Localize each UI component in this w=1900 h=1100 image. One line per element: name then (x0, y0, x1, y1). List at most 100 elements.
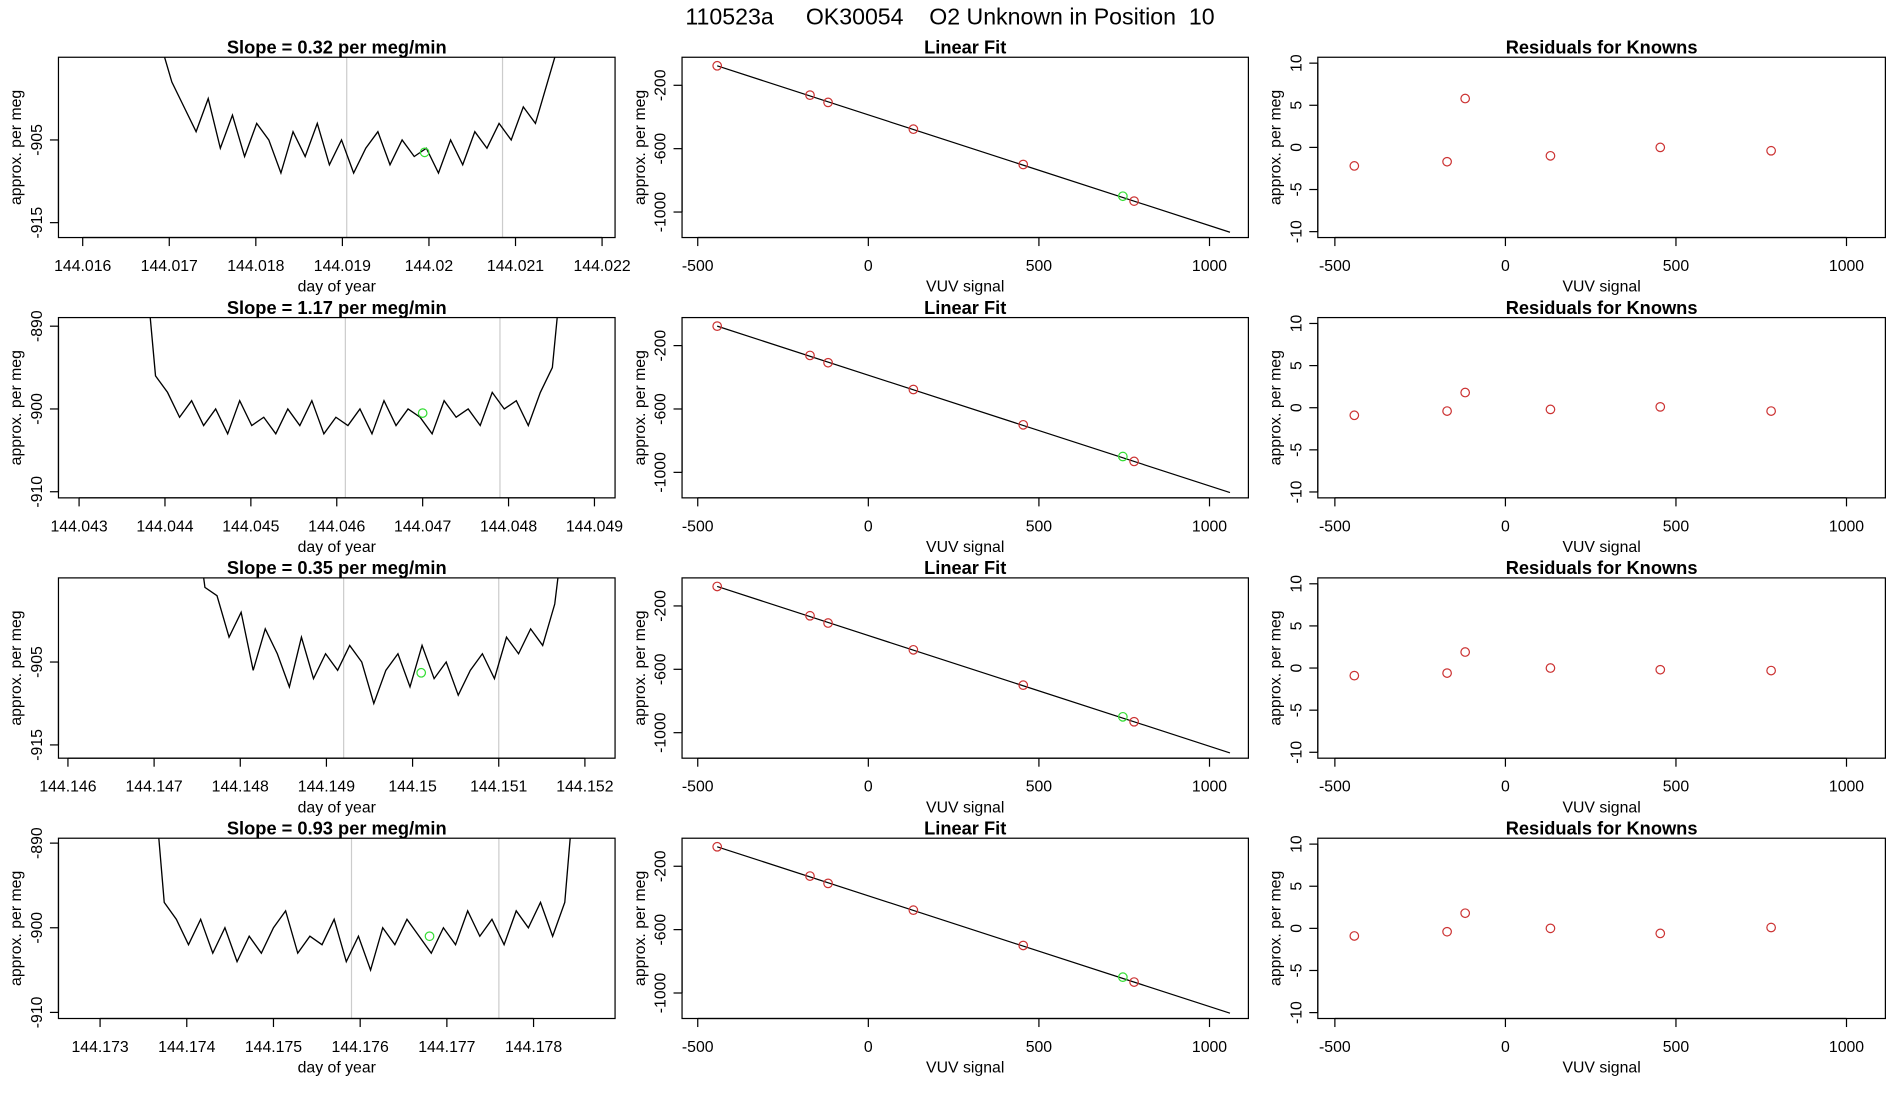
panel: Linear Fit VUV signal approx. per meg -500 0… (632, 557, 1250, 816)
x-tick-label: 144.175 (245, 1039, 302, 1056)
x-tick-label: 500 (1663, 518, 1690, 535)
y-tick-label: -600 (653, 393, 670, 425)
point (712, 321, 723, 332)
y-tick-label: -200 (653, 850, 670, 882)
y-tick-label: -900 (29, 912, 46, 944)
x-tick-label: 1000 (1829, 518, 1864, 535)
plot-box (1317, 316, 1886, 499)
x-tick-label: 1000 (1829, 258, 1864, 275)
point (1018, 680, 1029, 691)
plot-area (1349, 647, 1776, 681)
series-line (202, 577, 559, 706)
y-tick-label: 10 (1288, 575, 1305, 593)
y-axis-label: approx. per meg (1268, 871, 1285, 986)
x-axis-label: day of year (298, 279, 377, 296)
y-axis-label: approx. per meg (1268, 610, 1285, 725)
point (1018, 419, 1029, 430)
point (1545, 663, 1556, 673)
y-tick-label: 0 (1288, 143, 1305, 152)
y-tick-label: 0 (1288, 924, 1305, 933)
x-tick-label: 144.177 (418, 1039, 475, 1056)
plot-box (1317, 837, 1886, 1020)
fit-line (717, 325, 1231, 494)
x-axis-label: VUV signal (926, 1060, 1004, 1077)
point (805, 90, 815, 100)
x-tick-label: -500 (1319, 258, 1351, 275)
y-tick-label: 5 (1288, 621, 1305, 630)
fit-line (717, 846, 1231, 1014)
x-tick-label: 144.15 (388, 779, 437, 796)
series-line (158, 838, 571, 973)
x-tick-label: 500 (1026, 779, 1053, 796)
x-tick-label: 144.176 (332, 1039, 389, 1056)
y-tick-label: -5 (1288, 703, 1305, 717)
point (823, 97, 833, 108)
plot-area (1349, 93, 1776, 171)
x-tick-label: -500 (682, 1039, 714, 1056)
point (1129, 456, 1139, 467)
x-tick-label: 0 (864, 779, 873, 796)
point (712, 841, 723, 852)
point (1460, 908, 1471, 919)
plot-area (202, 577, 559, 759)
x-axis-label: VUV signal (926, 279, 1004, 296)
panel: Slope = 0.93 per meg/min day of year appro… (8, 818, 616, 1077)
y-tick-label: -600 (653, 914, 670, 946)
panel-title: Slope = 0.93 per meg/min (227, 818, 447, 839)
plot-area (712, 841, 1231, 1014)
point (908, 124, 919, 135)
y-axis-label: approx. per meg (632, 871, 649, 986)
y-tick-label: -200 (653, 330, 670, 362)
panel-title: Linear Fit (924, 818, 1006, 839)
x-tick-label: 144.047 (394, 518, 451, 535)
x-axis-label: VUV signal (1562, 799, 1640, 816)
panel: Slope = 0.32 per meg/min day of year appro… (8, 37, 630, 296)
point (1460, 647, 1471, 657)
x-tick-label: 0 (1501, 1039, 1510, 1056)
point (1018, 940, 1029, 951)
y-tick-label: 5 (1288, 361, 1305, 370)
x-tick-label: -500 (1319, 779, 1351, 796)
point (908, 384, 919, 395)
y-tick-label: -910 (29, 996, 46, 1028)
point (823, 618, 833, 628)
plot-box (1317, 577, 1886, 759)
x-tick-label: 500 (1663, 1039, 1690, 1056)
point (1655, 142, 1666, 153)
x-tick-label: 1000 (1192, 1039, 1227, 1056)
panel-title: Residuals for Knowns (1506, 818, 1698, 839)
y-tick-label: 10 (1288, 835, 1305, 853)
series-line (163, 57, 556, 176)
x-axis-label: day of year (298, 799, 377, 816)
x-tick-label: 0 (1501, 518, 1510, 535)
point (1766, 406, 1776, 416)
unknown-point (417, 408, 428, 418)
plot-area (149, 317, 558, 498)
panel-title: Residuals for Knowns (1506, 557, 1698, 578)
plot-area (1349, 908, 1776, 941)
x-tick-label: -500 (1319, 1039, 1351, 1056)
x-tick-label: 144.049 (566, 518, 623, 535)
x-tick-label: -500 (1319, 518, 1351, 535)
y-tick-label: -200 (653, 590, 670, 622)
y-tick-label: -10 (1288, 741, 1305, 764)
x-tick-label: 144.021 (487, 258, 544, 275)
plot-area (712, 60, 1231, 233)
x-tick-label: 0 (864, 1039, 873, 1056)
point (1129, 977, 1139, 987)
panel-title: Slope = 1.17 per meg/min (227, 297, 447, 318)
x-tick-label: 1000 (1829, 779, 1864, 796)
y-tick-label: -910 (29, 476, 46, 508)
x-tick-label: 144.149 (298, 779, 355, 796)
x-tick-label: 500 (1026, 1039, 1053, 1056)
x-tick-label: 144.016 (54, 258, 111, 275)
point (1655, 402, 1666, 412)
x-tick-label: 144.02 (405, 258, 453, 275)
y-tick-label: -1000 (653, 192, 670, 233)
panel: Slope = 1.17 per meg/min day of year appro… (8, 297, 623, 556)
y-tick-label: 5 (1288, 101, 1305, 110)
point (1129, 716, 1139, 727)
point (1117, 191, 1128, 202)
x-axis-label: day of year (298, 539, 377, 556)
point (908, 905, 919, 916)
